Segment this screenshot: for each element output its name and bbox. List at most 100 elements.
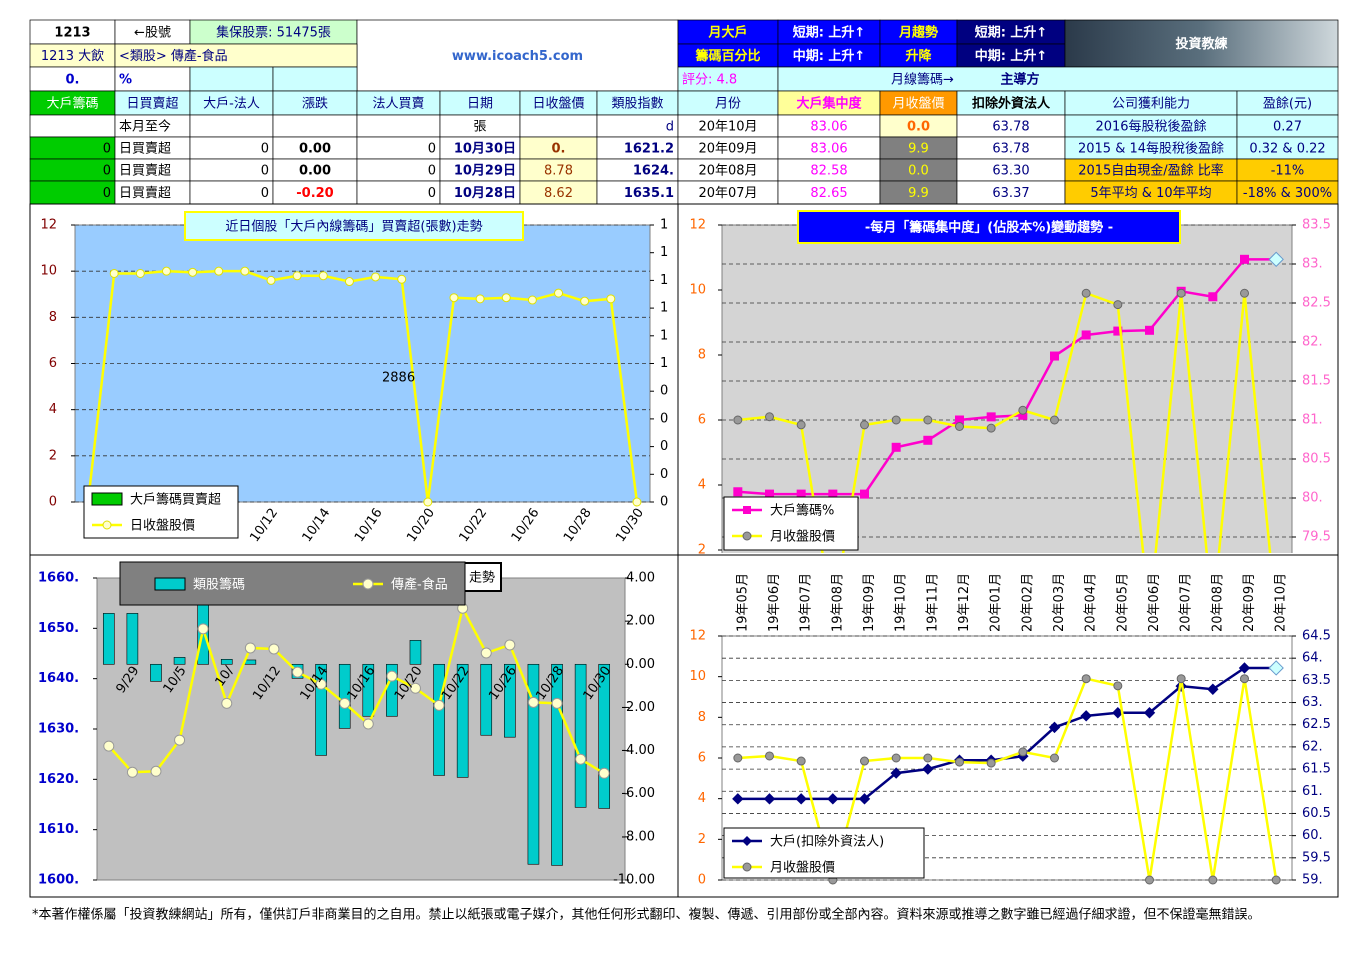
y-tick-label: 81.5: [1302, 374, 1331, 389]
point: [339, 697, 351, 709]
y-tick-label: 0: [660, 495, 668, 510]
y-tick-label: 1660.: [38, 571, 79, 586]
bar: [338, 663, 351, 729]
chart-title: 走勢: [469, 571, 495, 586]
table-cell: 20年08月: [698, 164, 757, 179]
line: [107, 604, 605, 775]
table-cell: 1621.2: [624, 142, 674, 157]
y-tick-label: 0: [660, 384, 668, 399]
table-cell: 10月28日: [454, 186, 516, 201]
y-tick-label: 1620.: [38, 772, 79, 787]
point: [763, 793, 776, 805]
y-tick-label: 1610.: [38, 822, 79, 837]
y-tick-label: 1640.: [38, 671, 79, 686]
bar: [220, 659, 233, 665]
bar: [551, 663, 563, 866]
table-cell: 0: [103, 164, 111, 179]
point: [292, 271, 302, 281]
point: [1271, 875, 1281, 885]
bar: [433, 663, 445, 776]
point: [362, 718, 374, 730]
point: [1208, 292, 1218, 302]
point: [765, 412, 774, 422]
table-cell: 10月30日: [454, 142, 516, 157]
table-cell: 0.0: [907, 120, 930, 135]
point: [527, 295, 537, 305]
y-tick-label: 80.5: [1302, 452, 1331, 467]
point: [409, 682, 421, 694]
legend-swatch: [91, 492, 123, 506]
y-tick-label: 12: [689, 218, 706, 233]
table-cell: 0: [428, 186, 436, 201]
point: [733, 415, 743, 425]
point: [1018, 747, 1028, 757]
point: [860, 756, 869, 766]
x-tick-label: 19年06月: [767, 573, 782, 632]
table-cell: 0.27: [1273, 120, 1302, 135]
legend-box: [723, 827, 925, 879]
point: [796, 756, 806, 766]
cell-text: %: [119, 73, 132, 88]
cell: [879, 19, 958, 45]
point: [1238, 662, 1251, 674]
point: [827, 793, 839, 805]
y-tick-label: 62.5: [1302, 717, 1331, 732]
cell: [189, 19, 358, 45]
line: [737, 291, 1272, 553]
legend-marker: [102, 520, 112, 530]
y-tick-label: 79.5: [1302, 530, 1331, 545]
line: [737, 258, 1277, 496]
column-header: 盈餘(元): [1263, 96, 1312, 112]
x-tick-label: 19年10月: [894, 573, 909, 632]
point: [188, 267, 198, 277]
point: [986, 758, 996, 768]
chart-2: [93, 577, 629, 881]
point: [315, 678, 327, 690]
y-tick-label: 12: [689, 629, 706, 644]
table-cell: 日買賣超: [119, 142, 171, 157]
y-tick-label: 8: [698, 348, 706, 363]
y-tick-label: 8: [49, 310, 57, 325]
bar: [574, 663, 587, 808]
cell: [356, 19, 679, 92]
y-tick-label: 6: [49, 356, 57, 371]
point: [1113, 300, 1123, 310]
y-tick-label: 64.5: [1302, 629, 1331, 644]
x-tick-label: 20年05月: [1115, 573, 1130, 632]
column-header: 日買賣超: [126, 97, 178, 112]
cell: [777, 66, 1339, 92]
point: [1176, 288, 1186, 298]
table-cell: 張: [473, 120, 486, 135]
point: [891, 753, 901, 763]
x-tick-label: 19年08月: [830, 573, 845, 632]
table-cell: -11%: [1271, 164, 1305, 179]
legend-marker: [362, 578, 374, 590]
point: [1050, 351, 1059, 361]
chart-title: -每月「籌碼集中度」(佔股本%)變動趨勢 -: [865, 220, 1113, 236]
y-tick-label: 10: [689, 283, 706, 298]
table-cell: 0.32 & 0.22: [1249, 142, 1325, 157]
cell: [596, 90, 679, 116]
bar: [315, 663, 327, 756]
point: [922, 763, 934, 775]
y-tick-label: 83.5: [1302, 218, 1331, 233]
bar: [409, 640, 422, 665]
cell: [189, 90, 274, 116]
table-cell: 1624.: [633, 164, 674, 179]
y-tick-label: 8: [698, 710, 706, 725]
legend-label: 大戶(扣除外資法人): [770, 835, 884, 850]
bar: [598, 663, 611, 809]
cell-text: 月趨勢: [898, 25, 938, 41]
x-tick-label: 20年09月: [1242, 573, 1257, 632]
table-cell: 0: [261, 186, 269, 201]
point: [318, 271, 328, 281]
point: [858, 793, 871, 805]
point: [1113, 326, 1123, 336]
shares: 集保股票: 51475張: [216, 25, 331, 41]
point: [135, 268, 145, 278]
y-tick-label: 2: [49, 448, 57, 463]
legend-marker: [742, 836, 752, 846]
point: [1240, 674, 1249, 684]
y-tick-label: -4.00: [621, 743, 655, 758]
table-cell: 2015 & 14每股稅後盈餘: [1078, 141, 1224, 157]
